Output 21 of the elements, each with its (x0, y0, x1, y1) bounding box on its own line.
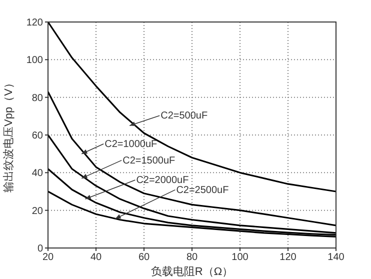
x-tick-label: 100 (232, 252, 249, 264)
y-tick-label: 100 (26, 55, 44, 66)
y-axis-title: 输出纹波电压Vpp（V） (2, 78, 15, 192)
y-tick-label: 40 (32, 168, 44, 180)
y-tick-label: 0 (37, 244, 44, 255)
annotation: C2=1500uF (122, 155, 176, 166)
y-tick-label: 80 (32, 92, 44, 104)
annotation: C2=2500uF (176, 184, 229, 196)
y-tick-label: 20 (32, 206, 44, 217)
annotation: C2=500uF (160, 110, 208, 122)
x-axis-title: 负载电阻R（Ω） (150, 265, 234, 278)
x-tick-label: 20 (42, 252, 54, 264)
x-tick-label: 60 (138, 252, 150, 264)
annotation: C2=2000uF (136, 175, 189, 186)
x-tick-label: 80 (186, 252, 198, 264)
annotation: C2=1000uF (104, 138, 158, 150)
x-tick-label: 140 (328, 252, 345, 264)
x-tick-label: 40 (90, 252, 102, 264)
y-tick-label: 60 (32, 130, 44, 142)
x-tick-label: 120 (280, 252, 297, 264)
y-tick-label: 120 (26, 18, 44, 29)
